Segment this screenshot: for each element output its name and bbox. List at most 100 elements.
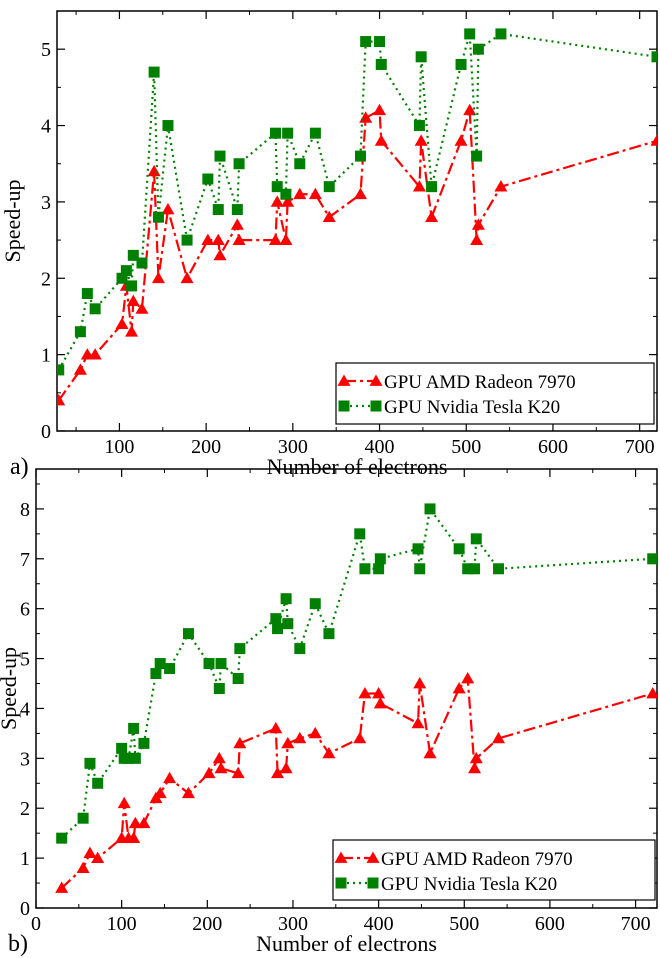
y-tick-label: 6 — [20, 599, 30, 621]
y-tick-label: 0 — [20, 898, 30, 920]
data-point-amd — [469, 751, 483, 764]
y-tick-label: 2 — [41, 268, 51, 290]
x-tick-label: 0 — [31, 913, 41, 935]
data-point-nvidia — [470, 533, 482, 545]
data-point-amd — [161, 203, 175, 215]
legend-marker-amd — [369, 374, 383, 386]
data-point-nvidia — [92, 777, 104, 789]
data-point-nvidia — [359, 563, 371, 575]
data-point-nvidia — [453, 543, 465, 555]
data-point-amd — [269, 721, 283, 734]
y-tick-label: 3 — [20, 748, 30, 770]
data-point-nvidia — [212, 204, 224, 216]
data-point-nvidia — [136, 257, 148, 269]
data-point-nvidia — [269, 127, 281, 139]
data-point-amd — [646, 686, 657, 699]
data-point-nvidia — [233, 158, 245, 170]
legend-marker-nvidia — [370, 400, 382, 412]
data-point-amd — [373, 696, 387, 709]
x-tick-label: 400 — [364, 913, 394, 935]
data-point-nvidia — [154, 658, 166, 670]
data-point-nvidia — [215, 658, 227, 670]
legend: GPU AMD Radeon 7970 GPU Nvidia Tesla K20 — [335, 362, 655, 425]
data-point-amd — [147, 164, 161, 177]
data-point-amd — [233, 736, 247, 749]
data-point-amd — [308, 187, 322, 200]
data-point-nvidia — [426, 181, 438, 193]
data-point-nvidia — [84, 757, 96, 769]
data-point-amd — [452, 682, 466, 694]
data-point-amd — [73, 363, 87, 375]
data-point-amd — [214, 761, 228, 774]
data-point-nvidia — [232, 673, 244, 685]
data-point-amd — [413, 677, 427, 689]
data-point-amd — [279, 233, 293, 245]
data-point-nvidia — [471, 150, 483, 162]
y-tick-label: 5 — [20, 649, 30, 671]
data-point-nvidia — [493, 563, 505, 575]
data-point-nvidia — [123, 752, 135, 764]
legend-label-amd: GPU AMD Radeon 7970 — [381, 849, 573, 870]
data-point-amd — [202, 766, 216, 779]
data-point-nvidia — [462, 563, 474, 575]
data-point-amd — [57, 393, 66, 406]
data-point-nvidia — [472, 43, 484, 55]
data-point-amd — [126, 294, 140, 307]
data-point-amd — [270, 195, 284, 207]
data-point-amd — [163, 771, 177, 784]
y-axis-title: Speed-up — [0, 179, 25, 262]
y-tick-label: 5 — [41, 39, 51, 61]
data-point-amd — [213, 248, 227, 261]
legend-label-amd: GPU AMD Radeon 7970 — [384, 372, 576, 393]
legend-marker-nvidia — [338, 400, 350, 412]
data-point-amd — [412, 180, 426, 192]
data-point-nvidia — [116, 742, 128, 754]
y-axis-title: Speed-up — [0, 647, 21, 730]
data-point-nvidia — [231, 204, 243, 216]
data-point-nvidia — [138, 737, 150, 749]
data-point-amd — [372, 686, 386, 699]
data-point-nvidia — [495, 28, 507, 40]
y-tick-label: 1 — [41, 345, 51, 367]
legend-marker-amd — [366, 851, 380, 863]
data-point-amd — [463, 103, 477, 116]
x-tick-label: 200 — [192, 913, 222, 935]
y-tick-label: 2 — [20, 798, 30, 820]
data-point-nvidia — [57, 364, 65, 376]
legend-marker-amd — [334, 851, 348, 863]
data-point-nvidia — [294, 158, 306, 170]
data-point-amd — [650, 134, 657, 146]
x-tick-label: 400 — [365, 436, 395, 458]
x-tick-label: 100 — [104, 436, 134, 458]
data-point-nvidia — [214, 150, 226, 162]
x-tick-label: 500 — [451, 436, 481, 458]
data-point-amd — [230, 218, 244, 230]
data-point-amd — [231, 766, 245, 779]
data-point-amd — [470, 233, 484, 245]
y-tick-label: 3 — [41, 192, 51, 214]
data-point-amd — [271, 766, 285, 779]
y-tick-label: 0 — [41, 421, 51, 443]
series-line-nvidia — [57, 32, 657, 371]
x-tick-label: 600 — [538, 436, 568, 458]
data-point-nvidia — [414, 563, 426, 575]
legend-label-nvidia: GPU Nvidia Tesla K20 — [381, 874, 557, 895]
data-point-amd — [353, 731, 367, 744]
data-point-amd — [322, 210, 336, 223]
data-point-amd — [358, 686, 372, 699]
data-point-nvidia — [323, 181, 335, 193]
data-point-nvidia — [148, 66, 160, 78]
data-point-nvidia — [415, 51, 427, 63]
data-point-nvidia — [271, 181, 283, 193]
data-point-amd — [425, 210, 439, 223]
data-point-nvidia — [323, 628, 335, 640]
legend-marker-amd — [337, 374, 351, 386]
data-point-nvidia — [81, 288, 93, 300]
data-point-nvidia — [651, 51, 657, 63]
data-point-nvidia — [234, 643, 246, 655]
data-point-nvidia — [424, 503, 436, 515]
data-point-amd — [281, 195, 295, 207]
chart-panel-b: 0 100 200 300 400 500 600 700 0 1 2 3 4 5 6 7 8 Number of… — [0, 468, 658, 957]
series-amd — [55, 672, 657, 893]
data-point-nvidia — [282, 127, 294, 139]
